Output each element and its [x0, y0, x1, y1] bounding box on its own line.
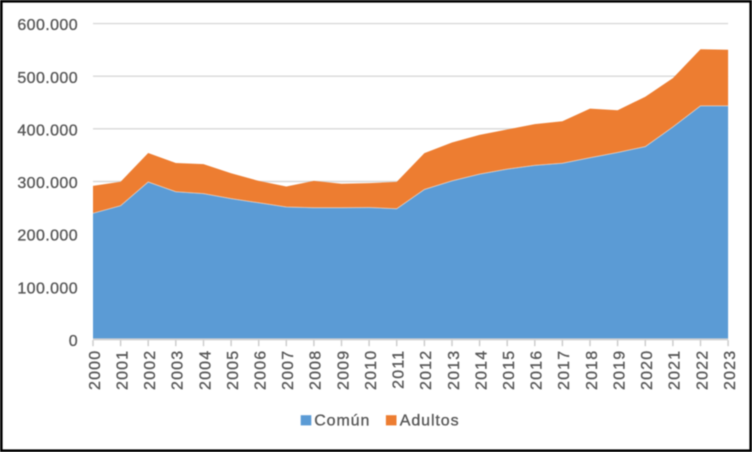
svg-text:2010: 2010 — [363, 350, 380, 390]
svg-text:2020: 2020 — [639, 350, 656, 390]
svg-text:2009: 2009 — [335, 350, 352, 390]
svg-text:2008: 2008 — [308, 350, 325, 390]
svg-text:2005: 2005 — [225, 350, 242, 390]
svg-text:200.000: 200.000 — [17, 228, 78, 245]
svg-text:2022: 2022 — [694, 350, 711, 390]
svg-text:Adultos: Adultos — [400, 413, 460, 430]
svg-text:2006: 2006 — [253, 350, 270, 390]
svg-text:2014: 2014 — [473, 350, 490, 390]
svg-text:2013: 2013 — [446, 350, 463, 390]
svg-text:2019: 2019 — [611, 350, 628, 390]
svg-text:500.000: 500.000 — [17, 70, 78, 87]
svg-text:2017: 2017 — [556, 350, 573, 390]
svg-text:2018: 2018 — [584, 350, 601, 390]
svg-text:2021: 2021 — [667, 350, 684, 390]
svg-text:2000: 2000 — [87, 350, 104, 390]
svg-text:2016: 2016 — [529, 350, 546, 390]
svg-text:2007: 2007 — [280, 350, 297, 390]
svg-text:2023: 2023 — [722, 350, 739, 390]
svg-text:100.000: 100.000 — [17, 280, 78, 297]
svg-text:2012: 2012 — [418, 350, 435, 390]
svg-text:2011: 2011 — [391, 350, 408, 389]
svg-text:2003: 2003 — [170, 350, 187, 390]
svg-text:2004: 2004 — [197, 350, 214, 390]
svg-text:2001: 2001 — [114, 350, 131, 390]
svg-text:2015: 2015 — [501, 350, 518, 390]
svg-text:400.000: 400.000 — [17, 122, 78, 139]
svg-text:0: 0 — [69, 333, 78, 350]
svg-text:300.000: 300.000 — [17, 175, 78, 192]
svg-text:2002: 2002 — [142, 350, 159, 390]
svg-text:600.000: 600.000 — [17, 17, 78, 34]
svg-text:Común: Común — [314, 413, 370, 430]
